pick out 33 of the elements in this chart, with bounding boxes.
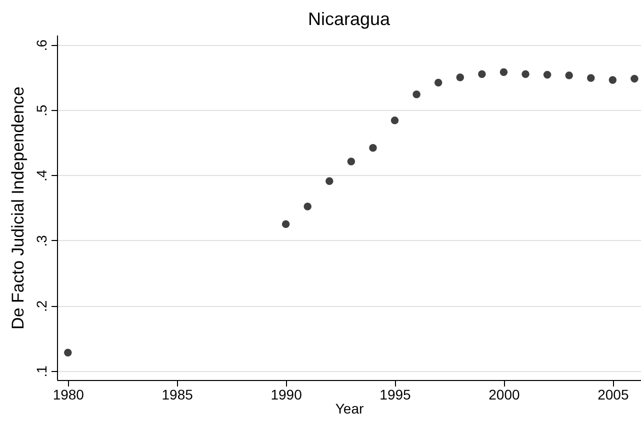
point <box>565 72 573 80</box>
x-tick-label: 2000 <box>488 386 520 402</box>
point <box>587 74 595 82</box>
x-axis-title: Year <box>335 400 364 416</box>
point <box>412 90 420 98</box>
y-tick-label: .6 <box>34 39 50 52</box>
y-tick-label: .5 <box>34 104 50 116</box>
point <box>347 158 356 166</box>
y-tick-label: .4 <box>34 170 50 182</box>
point <box>434 78 442 86</box>
point <box>369 144 377 152</box>
point <box>304 202 312 210</box>
y-tick-label: .1 <box>34 365 50 378</box>
y-tick-label: .3 <box>34 234 50 247</box>
point <box>456 74 464 82</box>
point <box>390 116 399 124</box>
x-tick-label: 1990 <box>270 386 302 402</box>
x-tick-label: 2005 <box>598 386 629 402</box>
point <box>326 177 334 185</box>
point <box>500 68 508 76</box>
chart-title: Nicaragua <box>308 9 392 29</box>
point <box>630 74 638 83</box>
point <box>478 70 486 78</box>
y-axis-title: De Facto Judicial Independence <box>8 86 28 330</box>
point <box>522 70 530 78</box>
x-tick-label: 1995 <box>380 386 412 402</box>
point <box>543 70 552 79</box>
point <box>282 220 290 228</box>
y-tick-label: .2 <box>34 300 50 312</box>
point <box>608 76 617 84</box>
x-tick-label: 1980 <box>52 386 84 402</box>
point <box>64 348 72 356</box>
x-tick-label: 1985 <box>162 386 194 402</box>
